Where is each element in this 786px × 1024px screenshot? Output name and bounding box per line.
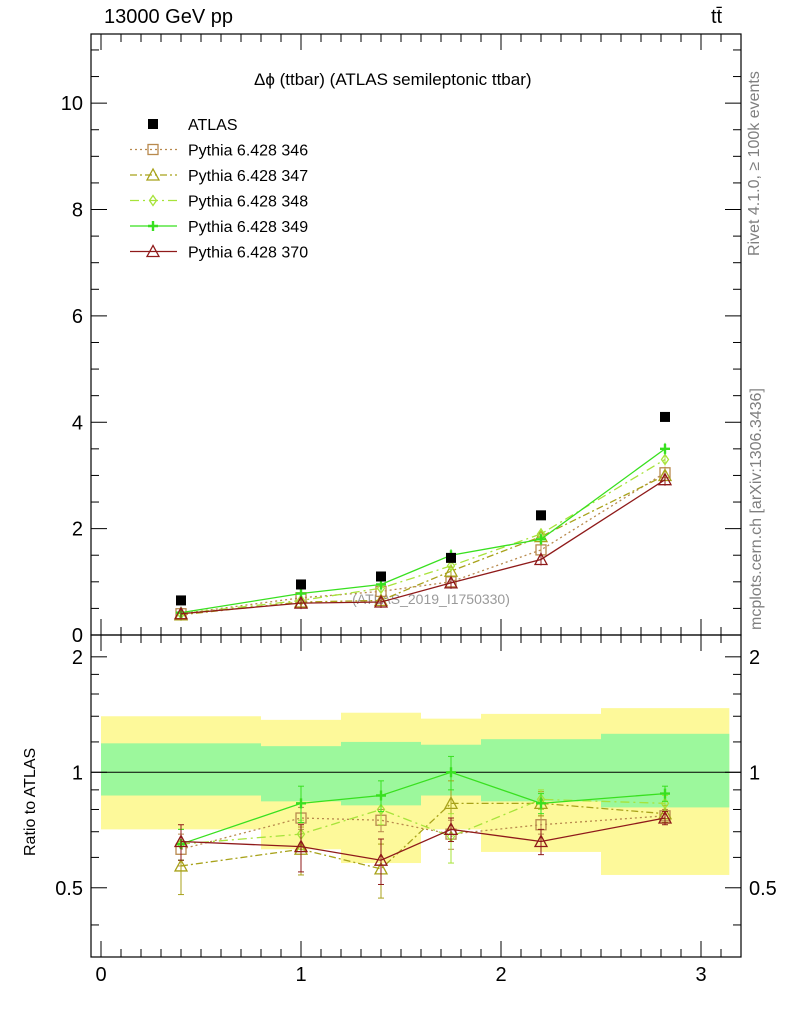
legend-label: Pythia 6.428 348 [188, 194, 308, 211]
series-349-point [660, 443, 670, 454]
legend-marker [145, 167, 161, 181]
y-tick-label: 10 [61, 93, 83, 115]
y-tick-label: 6 [72, 306, 83, 328]
legend-marker [147, 143, 159, 156]
series-370-point [173, 606, 189, 620]
legend-label: Pythia 6.428 349 [188, 219, 308, 236]
x-tick-label: 1 [295, 964, 306, 986]
ratio-tick-label: 1 [72, 762, 83, 784]
series-348-ratio-line [180, 798, 666, 845]
legend-marker [145, 244, 161, 258]
series-370-ratio-point [657, 810, 673, 824]
series-370-point [533, 552, 549, 566]
series-370-line [180, 479, 666, 615]
series-370-point [373, 594, 389, 608]
atlas-data-point [176, 595, 186, 606]
series-349-ratio-point [446, 767, 456, 778]
series-349-line [180, 448, 666, 614]
series-346-ratio-line [180, 815, 666, 850]
energy-label: 13000 GeV pp [104, 6, 233, 28]
source-label: mcplots.cern.ch [arXiv:1306.3436] [748, 388, 765, 630]
legend-label: Pythia 6.428 347 [188, 168, 308, 185]
series-349-ratio-point [296, 798, 306, 809]
y-tick-label: 4 [72, 412, 83, 434]
series-348-point [660, 453, 670, 466]
series-347-ratio-point [443, 795, 459, 809]
series-347-ratio-line [180, 802, 666, 870]
ratio-tick-label: 0.5 [749, 878, 777, 900]
rivet-label: Rivet 4.1.0, ≥ 100k events [746, 71, 763, 256]
atlas-data-point [536, 510, 546, 521]
series-370-point [657, 472, 673, 486]
y-tick-label: 0 [72, 625, 83, 647]
analysis-watermark: (ATLAS_2019_I1750330) [352, 591, 510, 607]
x-tick-label: 0 [95, 964, 106, 986]
ratio-axis-label: Ratio to ATLAS [22, 747, 39, 856]
chart-title: Δϕ (ttbar) (ATLAS semileptonic ttbar) [254, 70, 532, 89]
y-tick-label: 8 [72, 200, 83, 222]
legend-label: Pythia 6.428 346 [188, 143, 308, 160]
legend-marker [148, 194, 158, 207]
ratio-tick-label: 2 [749, 647, 760, 669]
atlas-data-point [376, 571, 386, 582]
atlas-data-point [446, 552, 456, 563]
ratio-tick-label: 0.5 [55, 878, 83, 900]
series-349-ratio-point [376, 790, 386, 801]
process-label: tt̄ [711, 6, 723, 28]
series-370-ratio-point [443, 822, 459, 836]
series-347-line [180, 474, 666, 616]
legend-label: Pythia 6.428 370 [188, 245, 308, 262]
x-tick-label: 3 [695, 964, 706, 986]
series-370-ratio-point [293, 839, 309, 853]
series-348-point [446, 559, 456, 572]
ratio-tick-label: 1 [749, 762, 760, 784]
series-348-ratio-point [376, 803, 386, 816]
series-370-ratio-point [173, 834, 189, 848]
series-349-ratio-line [180, 771, 666, 845]
legend-atlas-marker [148, 119, 158, 129]
series-348-point [376, 582, 386, 595]
series-349-ratio-point [660, 788, 670, 799]
series-370-point [293, 595, 309, 609]
series-370-ratio-point [373, 852, 389, 866]
legend-marker [148, 221, 158, 231]
series-349-ratio-point [536, 798, 546, 809]
ratio-tick-label: 2 [72, 647, 83, 669]
y-tick-label: 2 [72, 519, 83, 541]
series-349-point [536, 534, 546, 545]
atlas-data-point [660, 411, 670, 422]
series-370-ratio-point [533, 834, 549, 848]
atlas-data-point [296, 579, 306, 590]
ratio-band-green [101, 743, 261, 796]
ratio-frame [90, 634, 742, 958]
legend-atlas-label: ATLAS [188, 117, 238, 134]
series-346-line [180, 472, 666, 615]
series-347-ratio-point [173, 858, 189, 872]
series-348-line [180, 458, 666, 615]
series-370-ratio-line [180, 817, 666, 861]
x-tick-label: 2 [495, 964, 506, 986]
series-370-point [443, 575, 459, 589]
